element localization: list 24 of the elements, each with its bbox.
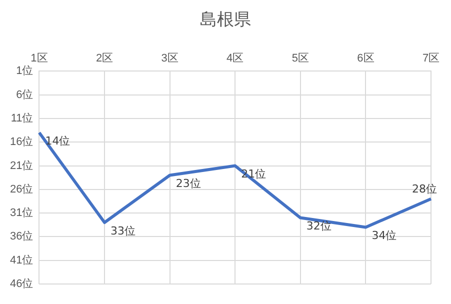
y-tick-label: 1位 — [16, 65, 34, 78]
y-tick-label: 21位 — [10, 160, 34, 172]
x-tick-label: 5区 — [292, 52, 309, 65]
y-tick-label: 41位 — [10, 254, 34, 266]
data-label: 32位 — [306, 220, 332, 233]
data-label: 23位 — [176, 177, 201, 190]
x-tick-label: 2区 — [96, 52, 114, 65]
y-tick-label: 36位 — [10, 230, 34, 243]
y-tick-label: 26位 — [10, 183, 34, 196]
y-tick-label: 31位 — [10, 207, 34, 220]
data-label: 33位 — [110, 224, 136, 238]
x-tick-label: 3区 — [161, 52, 178, 65]
x-tick-label: 7区 — [422, 52, 440, 65]
x-tick-label: 1区 — [30, 52, 48, 65]
data-label: 28位 — [412, 182, 437, 196]
x-tick-label: 4区 — [226, 52, 244, 65]
chart-title: 島根県 — [199, 9, 252, 31]
x-tick-label: 6区 — [357, 52, 374, 65]
y-tick-label: 6位 — [16, 88, 34, 101]
data-label: 14位 — [45, 134, 70, 148]
y-tick-label: 46位 — [10, 278, 34, 290]
y-tick-label: 16位 — [10, 136, 34, 148]
y-tick-label: 11位 — [10, 112, 34, 125]
data-label: 34位 — [372, 229, 397, 242]
